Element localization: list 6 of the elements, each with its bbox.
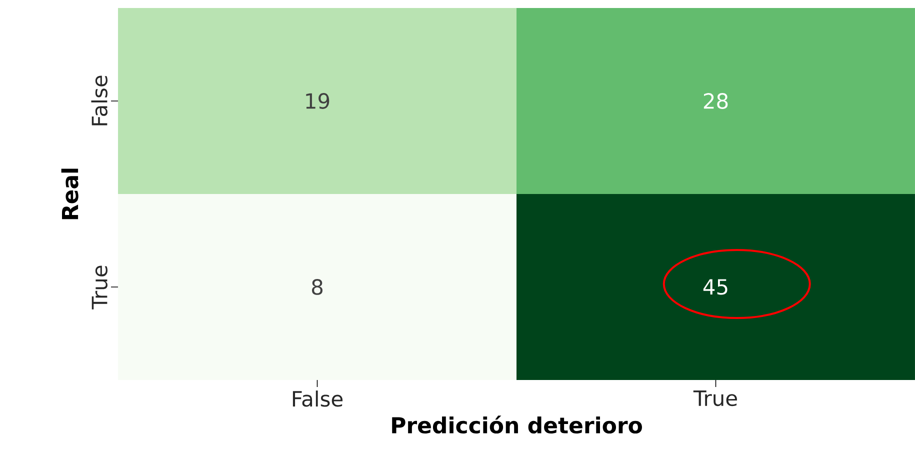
- data-label: 45: [703, 279, 728, 295]
- data-label: 8: [312, 279, 322, 295]
- data-label: 28: [704, 93, 728, 109]
- y-axis-title: Real: [61, 168, 78, 220]
- x-axis-title: Predicción deterioro: [392, 416, 642, 434]
- data-label: 19: [306, 93, 330, 109]
